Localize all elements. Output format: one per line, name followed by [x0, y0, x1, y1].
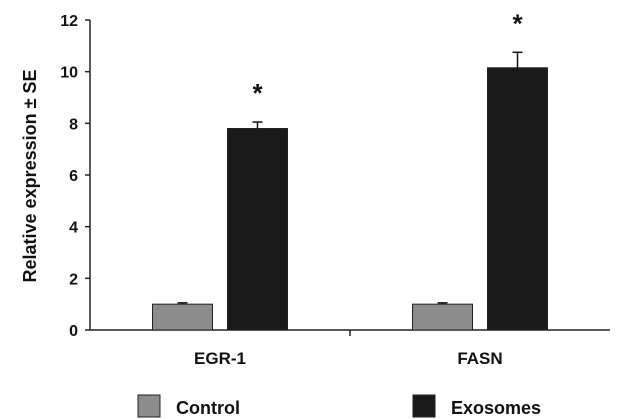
y-tick-label: 12: [60, 13, 78, 30]
bar-control-fasn: [412, 303, 473, 331]
legend-swatch-control: [137, 394, 161, 418]
significance-marker: *: [252, 78, 263, 108]
bar-control-egr-1: [152, 303, 213, 331]
category-label: EGR-1: [194, 349, 246, 368]
y-tick-label: 10: [60, 65, 78, 82]
y-tick-label: 4: [69, 220, 78, 237]
y-tick-label: 0: [69, 323, 78, 340]
legend-swatch-exosomes: [412, 394, 436, 418]
category-labels: EGR-1 FASN: [194, 349, 503, 368]
legend-label-exosomes: Exosomes: [451, 398, 541, 418]
bar-exosomes-egr-1: [227, 128, 288, 331]
bars: **: [152, 8, 548, 336]
y-tick-label: 6: [69, 168, 78, 185]
y-axis-title: Relative expression ± SE: [20, 70, 40, 283]
bar-exosomes-fasn: [487, 67, 548, 331]
y-axis-ticks: 0 2 4 6 8 10 12: [60, 13, 90, 340]
legend-label-control: Control: [176, 398, 240, 418]
y-tick-label: 8: [69, 116, 78, 133]
legend: Control Exosomes: [137, 394, 541, 418]
category-label: FASN: [457, 349, 502, 368]
y-tick-label: 2: [69, 271, 78, 288]
significance-marker: *: [512, 8, 523, 38]
